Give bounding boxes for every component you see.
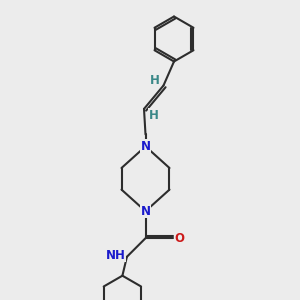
Text: H: H (150, 74, 159, 87)
Text: NH: NH (106, 249, 125, 262)
Text: H: H (149, 109, 158, 122)
Text: N: N (140, 205, 151, 218)
Text: O: O (174, 232, 184, 245)
Text: N: N (140, 140, 151, 153)
